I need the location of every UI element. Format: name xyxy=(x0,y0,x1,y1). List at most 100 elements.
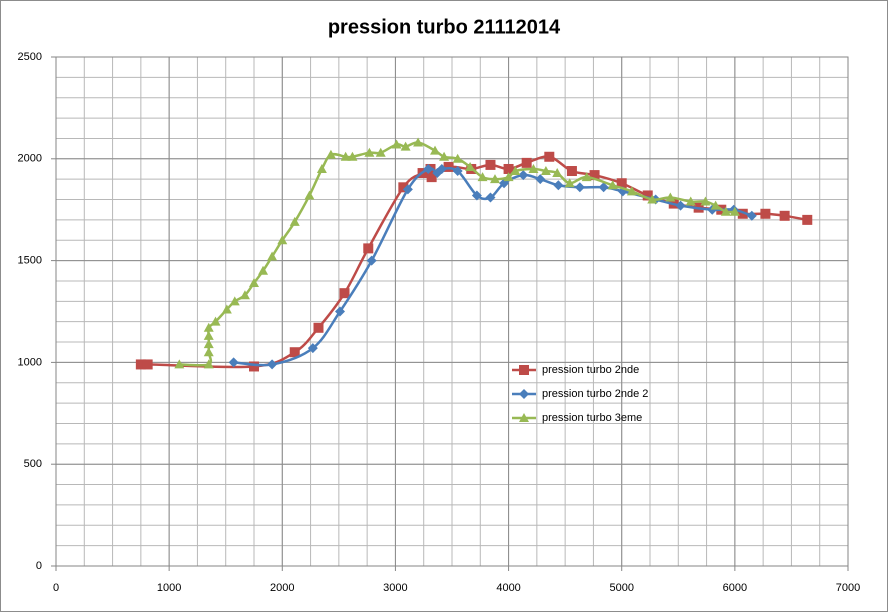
marker xyxy=(426,172,437,183)
marker xyxy=(518,170,529,181)
marker xyxy=(289,347,300,358)
marker xyxy=(443,161,454,172)
marker xyxy=(452,153,463,163)
marker xyxy=(249,277,259,287)
marker xyxy=(364,147,375,157)
marker xyxy=(258,265,269,275)
marker xyxy=(135,359,146,370)
marker xyxy=(566,166,577,177)
x-tick-label: 2000 xyxy=(270,582,294,594)
marker xyxy=(439,151,450,161)
marker xyxy=(228,357,239,368)
marker xyxy=(313,322,324,333)
series xyxy=(174,137,740,369)
marker xyxy=(598,182,609,193)
marker xyxy=(229,296,240,306)
marker xyxy=(267,251,278,261)
marker xyxy=(340,151,351,161)
marker xyxy=(471,190,482,201)
marker xyxy=(423,163,434,174)
plot-area xyxy=(55,56,849,567)
marker xyxy=(203,322,214,332)
marker xyxy=(366,255,377,266)
y-tick-label: 500 xyxy=(24,458,42,470)
marker xyxy=(746,210,757,221)
marker xyxy=(489,174,500,184)
marker xyxy=(737,208,748,219)
y-tick-label: 0 xyxy=(36,560,42,572)
marker xyxy=(239,290,250,300)
marker xyxy=(142,359,153,370)
marker xyxy=(174,359,185,369)
marker xyxy=(729,206,740,216)
marker xyxy=(553,180,564,191)
legend-marker xyxy=(519,389,529,399)
marker xyxy=(210,316,221,326)
marker xyxy=(221,304,232,314)
legend-label: pression turbo 2nde xyxy=(542,364,639,376)
x-tick-label: 1000 xyxy=(157,582,181,594)
marker xyxy=(400,141,411,151)
marker xyxy=(802,214,813,225)
marker xyxy=(720,206,731,216)
marker xyxy=(647,194,658,204)
marker xyxy=(528,163,539,173)
y-tick-label: 2000 xyxy=(18,153,42,165)
marker xyxy=(398,182,409,193)
marker xyxy=(402,184,413,195)
marker xyxy=(203,359,214,369)
marker xyxy=(339,288,350,299)
marker xyxy=(325,149,336,159)
x-tick-label: 5000 xyxy=(609,582,633,594)
marker xyxy=(616,178,627,189)
legend-marker xyxy=(519,413,529,422)
marker xyxy=(710,200,721,210)
marker xyxy=(521,157,532,168)
marker xyxy=(642,190,653,201)
marker xyxy=(430,145,441,155)
legend-marker xyxy=(519,365,529,375)
marker xyxy=(465,161,476,171)
marker xyxy=(779,210,790,221)
y-tick-label: 2500 xyxy=(18,51,42,63)
marker xyxy=(334,306,345,317)
x-tick-label: 4000 xyxy=(496,582,520,594)
marker xyxy=(581,172,592,182)
marker xyxy=(626,186,637,196)
marker xyxy=(700,196,711,206)
marker xyxy=(485,192,496,203)
marker xyxy=(477,172,488,182)
marker xyxy=(552,168,563,178)
marker xyxy=(304,190,315,200)
marker xyxy=(391,139,402,149)
marker xyxy=(503,163,514,174)
marker xyxy=(540,166,551,176)
x-tick-label: 3000 xyxy=(383,582,407,594)
marker xyxy=(203,339,214,349)
marker xyxy=(485,159,496,170)
marker xyxy=(277,235,288,245)
marker xyxy=(510,166,521,176)
marker xyxy=(436,163,447,174)
y-tick-label: 1500 xyxy=(18,255,42,267)
x-tick-label: 0 xyxy=(53,582,59,594)
marker xyxy=(413,137,424,147)
marker xyxy=(307,343,318,354)
marker xyxy=(203,347,214,357)
marker xyxy=(267,359,278,370)
marker xyxy=(607,180,618,190)
marker xyxy=(503,172,514,182)
marker xyxy=(249,361,259,372)
marker xyxy=(203,330,214,340)
marker xyxy=(685,196,696,206)
marker xyxy=(316,163,327,173)
x-tick-label: 7000 xyxy=(836,582,860,594)
marker xyxy=(289,216,300,226)
legend-label: pression turbo 2nde 2 xyxy=(542,388,648,400)
marker xyxy=(564,178,575,188)
marker xyxy=(375,147,386,157)
y-tick-label: 1000 xyxy=(18,356,42,368)
marker xyxy=(574,182,585,193)
